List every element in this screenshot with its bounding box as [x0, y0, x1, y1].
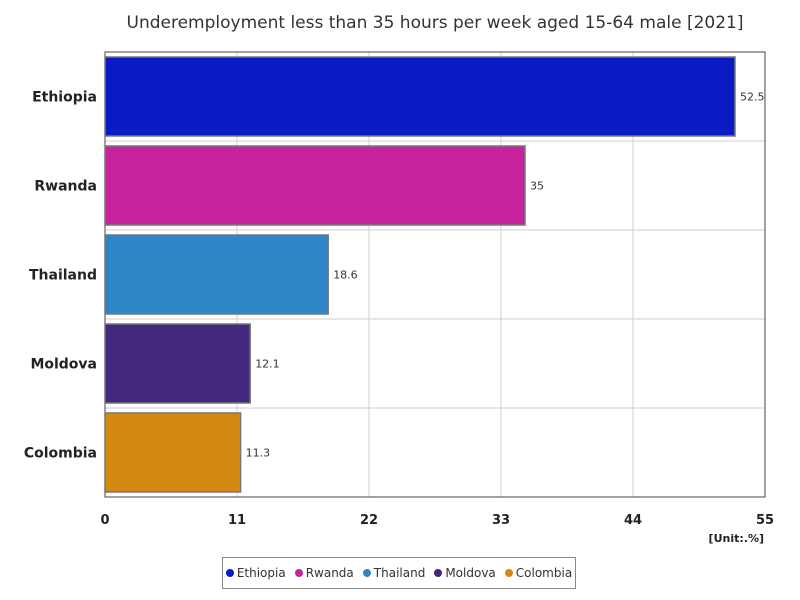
data-label-colombia: 11.3	[246, 447, 271, 460]
bar-colombia	[104, 412, 242, 493]
legend-label: Moldova	[445, 566, 496, 580]
legend-marker	[504, 569, 513, 577]
x-tick-label: 11	[228, 513, 246, 528]
data-label-rwanda: 35	[530, 180, 544, 193]
chart-title: Underemployment less than 35 hours per w…	[127, 13, 744, 33]
category-label-moldova: Moldova	[30, 357, 97, 373]
category-labels: Ethiopia Rwanda Thailand Moldova Colombia	[24, 90, 97, 462]
category-label-colombia: Colombia	[24, 446, 97, 462]
unit-label: [Unit:.%]	[709, 532, 764, 545]
x-tick-label: 0	[100, 513, 109, 528]
bars: 52.5 35 18.6 12.1 11.3	[104, 56, 765, 493]
legend-item-rwanda: Rwanda	[294, 566, 354, 580]
bar-ethiopia	[104, 56, 736, 137]
bar-moldova	[104, 323, 251, 404]
x-tick-label: 55	[756, 513, 774, 528]
category-label-rwanda: Rwanda	[34, 179, 97, 195]
legend-label: Thailand	[373, 566, 426, 580]
x-axis-ticks: 0 11 22 33 44 55	[100, 513, 774, 528]
legend-marker	[294, 569, 303, 577]
legend-item-ethiopia: Ethiopia	[225, 566, 286, 580]
legend-label: Rwanda	[305, 566, 354, 580]
legend-marker	[362, 569, 371, 577]
bar-rwanda	[104, 145, 526, 226]
legend-label: Colombia	[515, 566, 573, 580]
x-tick-label: 44	[624, 513, 642, 528]
x-tick-label: 33	[492, 513, 510, 528]
legend-item-thailand: Thailand	[362, 566, 426, 580]
legend-label: Ethiopia	[236, 566, 286, 580]
category-label-thailand: Thailand	[29, 268, 97, 284]
data-label-moldova: 12.1	[255, 358, 280, 371]
legend-marker	[434, 569, 443, 577]
data-label-thailand: 18.6	[333, 269, 358, 282]
data-label-ethiopia: 52.5	[740, 91, 765, 104]
category-label-ethiopia: Ethiopia	[32, 90, 97, 106]
bar-thailand	[104, 234, 329, 315]
x-tick-label: 22	[360, 513, 378, 528]
legend-item-moldova: Moldova	[434, 566, 496, 580]
legend: Ethiopia Rwanda Thailand Moldova Colombia	[222, 557, 576, 589]
legend-marker	[225, 569, 234, 577]
legend-item-colombia: Colombia	[504, 566, 573, 580]
